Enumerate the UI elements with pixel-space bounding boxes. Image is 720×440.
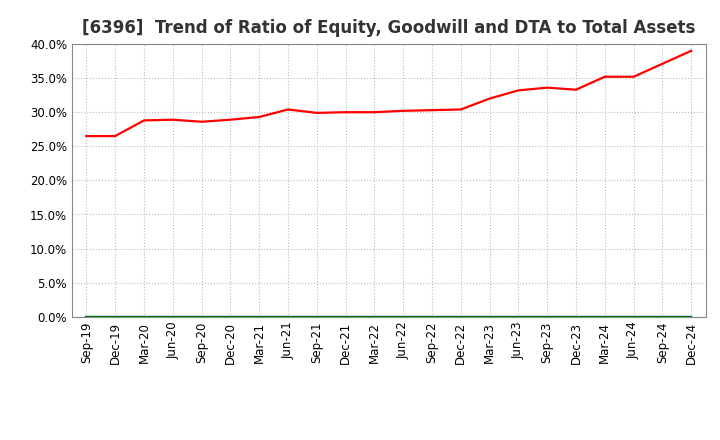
- Goodwill: [284, 314, 292, 319]
- Equity: [341, 110, 350, 115]
- Goodwill: [168, 314, 177, 319]
- Equity: [514, 88, 523, 93]
- Deferred Tax Assets: [168, 314, 177, 319]
- Deferred Tax Assets: [226, 314, 235, 319]
- Deferred Tax Assets: [341, 314, 350, 319]
- Equity: [312, 110, 321, 116]
- Goodwill: [543, 314, 552, 319]
- Goodwill: [370, 314, 379, 319]
- Goodwill: [312, 314, 321, 319]
- Equity: [370, 110, 379, 115]
- Goodwill: [658, 314, 667, 319]
- Deferred Tax Assets: [456, 314, 465, 319]
- Deferred Tax Assets: [572, 314, 580, 319]
- Equity: [629, 74, 638, 79]
- Deferred Tax Assets: [485, 314, 494, 319]
- Deferred Tax Assets: [687, 314, 696, 319]
- Deferred Tax Assets: [111, 314, 120, 319]
- Line: Equity: Equity: [86, 51, 691, 136]
- Deferred Tax Assets: [370, 314, 379, 319]
- Equity: [226, 117, 235, 122]
- Goodwill: [226, 314, 235, 319]
- Goodwill: [456, 314, 465, 319]
- Equity: [197, 119, 206, 125]
- Equity: [543, 85, 552, 90]
- Equity: [168, 117, 177, 122]
- Equity: [140, 118, 148, 123]
- Deferred Tax Assets: [629, 314, 638, 319]
- Equity: [687, 48, 696, 53]
- Goodwill: [600, 314, 609, 319]
- Goodwill: [82, 314, 91, 319]
- Goodwill: [197, 314, 206, 319]
- Equity: [658, 61, 667, 66]
- Deferred Tax Assets: [428, 314, 436, 319]
- Equity: [399, 108, 408, 114]
- Goodwill: [514, 314, 523, 319]
- Equity: [284, 107, 292, 112]
- Deferred Tax Assets: [284, 314, 292, 319]
- Goodwill: [428, 314, 436, 319]
- Goodwill: [485, 314, 494, 319]
- Equity: [600, 74, 609, 79]
- Goodwill: [111, 314, 120, 319]
- Deferred Tax Assets: [312, 314, 321, 319]
- Goodwill: [399, 314, 408, 319]
- Deferred Tax Assets: [543, 314, 552, 319]
- Deferred Tax Assets: [255, 314, 264, 319]
- Goodwill: [255, 314, 264, 319]
- Equity: [456, 107, 465, 112]
- Title: [6396]  Trend of Ratio of Equity, Goodwill and DTA to Total Assets: [6396] Trend of Ratio of Equity, Goodwil…: [82, 19, 696, 37]
- Deferred Tax Assets: [399, 314, 408, 319]
- Goodwill: [140, 314, 148, 319]
- Equity: [428, 107, 436, 113]
- Deferred Tax Assets: [658, 314, 667, 319]
- Deferred Tax Assets: [600, 314, 609, 319]
- Equity: [485, 96, 494, 101]
- Equity: [111, 133, 120, 139]
- Goodwill: [687, 314, 696, 319]
- Deferred Tax Assets: [82, 314, 91, 319]
- Goodwill: [572, 314, 580, 319]
- Equity: [255, 114, 264, 120]
- Equity: [82, 133, 91, 139]
- Equity: [572, 87, 580, 92]
- Deferred Tax Assets: [514, 314, 523, 319]
- Goodwill: [341, 314, 350, 319]
- Deferred Tax Assets: [197, 314, 206, 319]
- Goodwill: [629, 314, 638, 319]
- Deferred Tax Assets: [140, 314, 148, 319]
